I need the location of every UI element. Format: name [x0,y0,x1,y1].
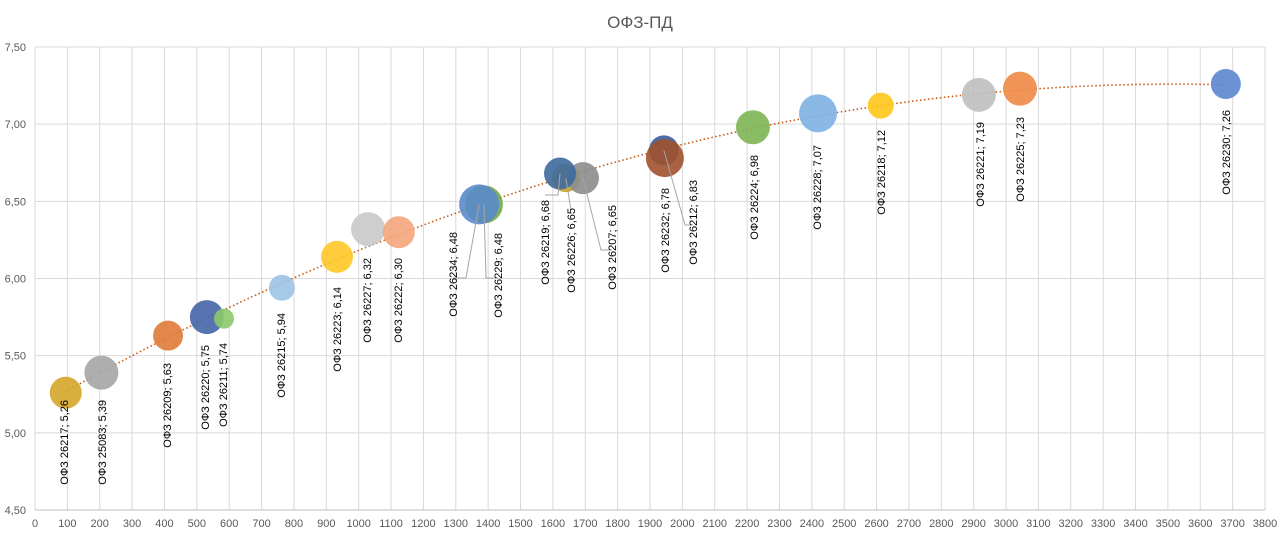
x-tick-label: 1900 [638,518,662,530]
x-tick-label: 1700 [573,518,597,530]
leader-line [582,178,612,251]
data-label: ОФЗ 26229; 6,48 [493,233,505,318]
x-tick-label: 1300 [444,518,468,530]
x-tick-label: 700 [252,518,270,530]
data-label: ОФЗ 26224; 6,98 [749,155,761,240]
data-label: ОФЗ 26234; 6,48 [448,232,460,317]
x-tick-label: 3400 [1123,518,1147,530]
x-tick-label: 2600 [864,518,888,530]
data-label: ОФЗ 26223; 6,14 [332,287,344,372]
trendline-group [65,83,1225,393]
grid [34,46,1266,511]
bubble [645,139,684,178]
bubble [189,300,224,335]
y-tick-label: 5,00 [5,428,26,440]
data-label: ОФЗ 26211; 5,74 [218,343,230,427]
x-tick-label: 0 [32,518,38,530]
x-tick-label: 800 [285,518,303,530]
data-label: ОФЗ 26215; 5,94 [276,313,288,398]
bubble [84,355,119,390]
bubble [1002,71,1037,106]
x-tick-label: 1100 [379,518,403,530]
bubble [153,320,184,351]
data-label: ОФЗ 26227; 6,32 [362,258,374,343]
y-tick-label: 7,50 [5,42,26,54]
x-tick-label: 3800 [1253,518,1277,530]
x-tick-label: 1400 [476,518,500,530]
x-tick-label: 2700 [897,518,921,530]
x-tick-label: 500 [188,518,206,530]
y-axis-ticks: 4,50 5,00 5,50 6,00 6,50 7,00 7,50 [5,42,26,517]
bubble [1210,69,1241,100]
x-tick-label: 200 [91,518,109,530]
bubbles [49,69,1241,409]
x-tick-label: 3200 [1059,518,1083,530]
x-tick-label: 3700 [1220,518,1244,530]
bubble [268,274,295,301]
x-tick-label: 2200 [735,518,759,530]
bubble [49,376,82,409]
x-tick-label: 1500 [508,518,532,530]
x-tick-label: 1800 [605,518,629,530]
x-tick-label: 1600 [541,518,565,530]
leader-line [565,178,572,211]
leader-line [545,173,561,196]
y-tick-label: 5,50 [5,351,26,363]
bubble [320,240,353,273]
x-tick-label: 2800 [929,518,953,530]
data-label: ОФЗ 26221; 7,19 [975,122,987,207]
x-tick-label: 300 [123,518,141,530]
data-label: ОФЗ 26217; 5,26 [59,400,71,485]
chart-title: ОФЗ-ПД [607,13,673,32]
data-label: ОФЗ 26219; 6,68 [540,200,552,285]
x-tick-label: 2000 [670,518,694,530]
bubble [735,110,770,145]
x-tick-label: 100 [58,518,76,530]
x-tick-label: 3000 [994,518,1018,530]
bubble [867,92,894,119]
data-label: ОФЗ 26225; 7,23 [1015,117,1027,202]
x-tick-label: 2900 [961,518,985,530]
leader-line [483,204,498,279]
bubble [351,212,386,247]
bubble [214,308,235,329]
leader-line [453,204,480,279]
bubble [798,94,837,133]
trendline [65,83,1225,393]
data-label: ОФЗ 26220; 5,75 [200,345,212,430]
data-label: ОФЗ 26212; 6,83 [688,180,700,265]
x-tick-label: 2100 [702,518,726,530]
data-label: ОФЗ 26209; 5,63 [162,363,174,448]
data-label: ОФЗ 26230; 7,26 [1221,110,1233,195]
bubble [382,216,415,249]
y-tick-label: 6,00 [5,274,26,286]
x-tick-label: 3100 [1026,518,1050,530]
x-tick-label: 2400 [800,518,824,530]
x-tick-label: 400 [155,518,173,530]
x-tick-label: 2500 [832,518,856,530]
data-label: ОФЗ 26207; 6,65 [607,205,619,290]
data-label: ОФЗ 26218; 7,12 [876,130,888,215]
x-tick-label: 600 [220,518,238,530]
leader-line [663,150,693,226]
bubble [961,77,996,112]
y-tick-label: 4,50 [5,505,26,517]
y-tick-label: 7,00 [5,119,26,131]
data-label: ОФЗ 26226; 6,65 [566,208,578,293]
x-tick-label: 1200 [411,518,435,530]
y-tick-label: 6,50 [5,196,26,208]
x-tick-label: 3500 [1156,518,1180,530]
data-label: ОФЗ 26222; 6,30 [393,258,405,343]
data-labels: ОФЗ 26217; 5,26 ОФЗ 25083; 5,39 ОФЗ 26209;… [59,110,1233,485]
x-tick-label: 1000 [346,518,370,530]
x-tick-label: 3600 [1188,518,1212,530]
data-label: ОФЗ 25083; 5,39 [97,400,109,485]
x-tick-label: 3300 [1091,518,1115,530]
data-label: ОФЗ 26228; 7,07 [812,145,824,230]
x-tick-label: 2300 [767,518,791,530]
data-label: ОФЗ 26232; 6,78 [660,188,672,273]
x-tick-label: 900 [317,518,335,530]
x-axis-ticks: 0 100 200 300 400 500 600 700 800 900 1000 1100 1200… [32,518,1277,530]
